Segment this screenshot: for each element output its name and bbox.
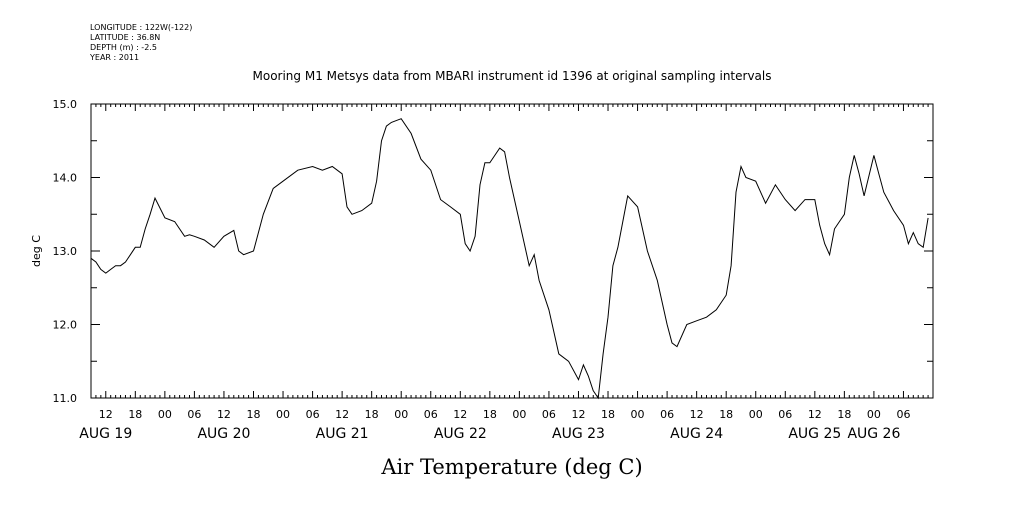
x-day-label: AUG 22	[434, 426, 487, 442]
x-axis-label: Air Temperature (deg C)	[380, 455, 642, 479]
x-hour-label: 00	[158, 408, 172, 421]
x-hour-label: 18	[601, 408, 615, 421]
x-hour-label: 00	[394, 408, 408, 421]
x-day-label: AUG 19	[79, 426, 132, 442]
metadata-block: LONGITUDE : 122W(-122) LATITUDE : 36.8N …	[89, 23, 192, 62]
x-hour-label: 18	[837, 408, 851, 421]
y-tick-label: 11.0	[53, 392, 78, 405]
x-day-label: AUG 21	[316, 426, 369, 442]
x-hour-label: 18	[128, 408, 142, 421]
x-hour-label: 00	[867, 408, 881, 421]
x-hour-label: 12	[571, 408, 585, 421]
x-hour-label: 12	[808, 408, 822, 421]
x-day-label: AUG 25	[788, 426, 841, 442]
x-hour-label: 06	[660, 408, 674, 421]
y-tick-label: 15.0	[53, 98, 78, 111]
meta-depth: DEPTH (m) : -2.5	[90, 43, 157, 52]
meta-year: YEAR : 2011	[89, 53, 139, 62]
meta-latitude: LATITUDE : 36.8N	[90, 33, 160, 42]
x-hour-label: 12	[453, 408, 467, 421]
x-hour-label: 18	[365, 408, 379, 421]
x-hour-label: 12	[690, 408, 704, 421]
x-hour-label: 06	[542, 408, 556, 421]
x-hour-label: 12	[335, 408, 349, 421]
y-axis-label: deg C	[30, 235, 43, 267]
series-line-air-temperature	[90, 118, 929, 400]
x-hour-label: 06	[424, 408, 438, 421]
x-day-label: AUG 26	[847, 426, 900, 442]
x-hour-label: 12	[217, 408, 231, 421]
x-hour-label: 00	[631, 408, 645, 421]
x-day-label: AUG 20	[197, 426, 250, 442]
x-hour-label: 12	[99, 408, 113, 421]
plot-frame	[90, 103, 934, 399]
x-hour-label: 06	[896, 408, 910, 421]
y-axis: 11.0 12.0 13.0 14.0 15.0	[53, 98, 933, 405]
x-hour-label: 18	[246, 408, 260, 421]
x-hour-label: 18	[483, 408, 497, 421]
x-hour-label: 00	[749, 408, 763, 421]
y-tick-label: 12.0	[53, 319, 78, 332]
chart-title: Mooring M1 Metsys data from MBARI instru…	[253, 69, 772, 83]
x-hour-label: 18	[719, 408, 733, 421]
x-day-label: AUG 24	[670, 426, 723, 442]
x-hour-label: 06	[778, 408, 792, 421]
meta-longitude: LONGITUDE : 122W(-122)	[90, 23, 192, 32]
x-axis	[90, 104, 934, 398]
y-tick-label: 13.0	[53, 245, 78, 258]
x-hour-label: 00	[512, 408, 526, 421]
y-tick-label: 14.0	[53, 172, 78, 185]
x-hour-label: 06	[187, 408, 201, 421]
x-hour-label: 06	[306, 408, 320, 421]
x-axis-labels: 12 18 00 06 12 18 00 06 12 18 00 06 12 18 00 06 12 18 00 06…	[79, 408, 910, 442]
x-day-label: AUG 23	[552, 426, 605, 442]
x-hour-label: 00	[276, 408, 290, 421]
